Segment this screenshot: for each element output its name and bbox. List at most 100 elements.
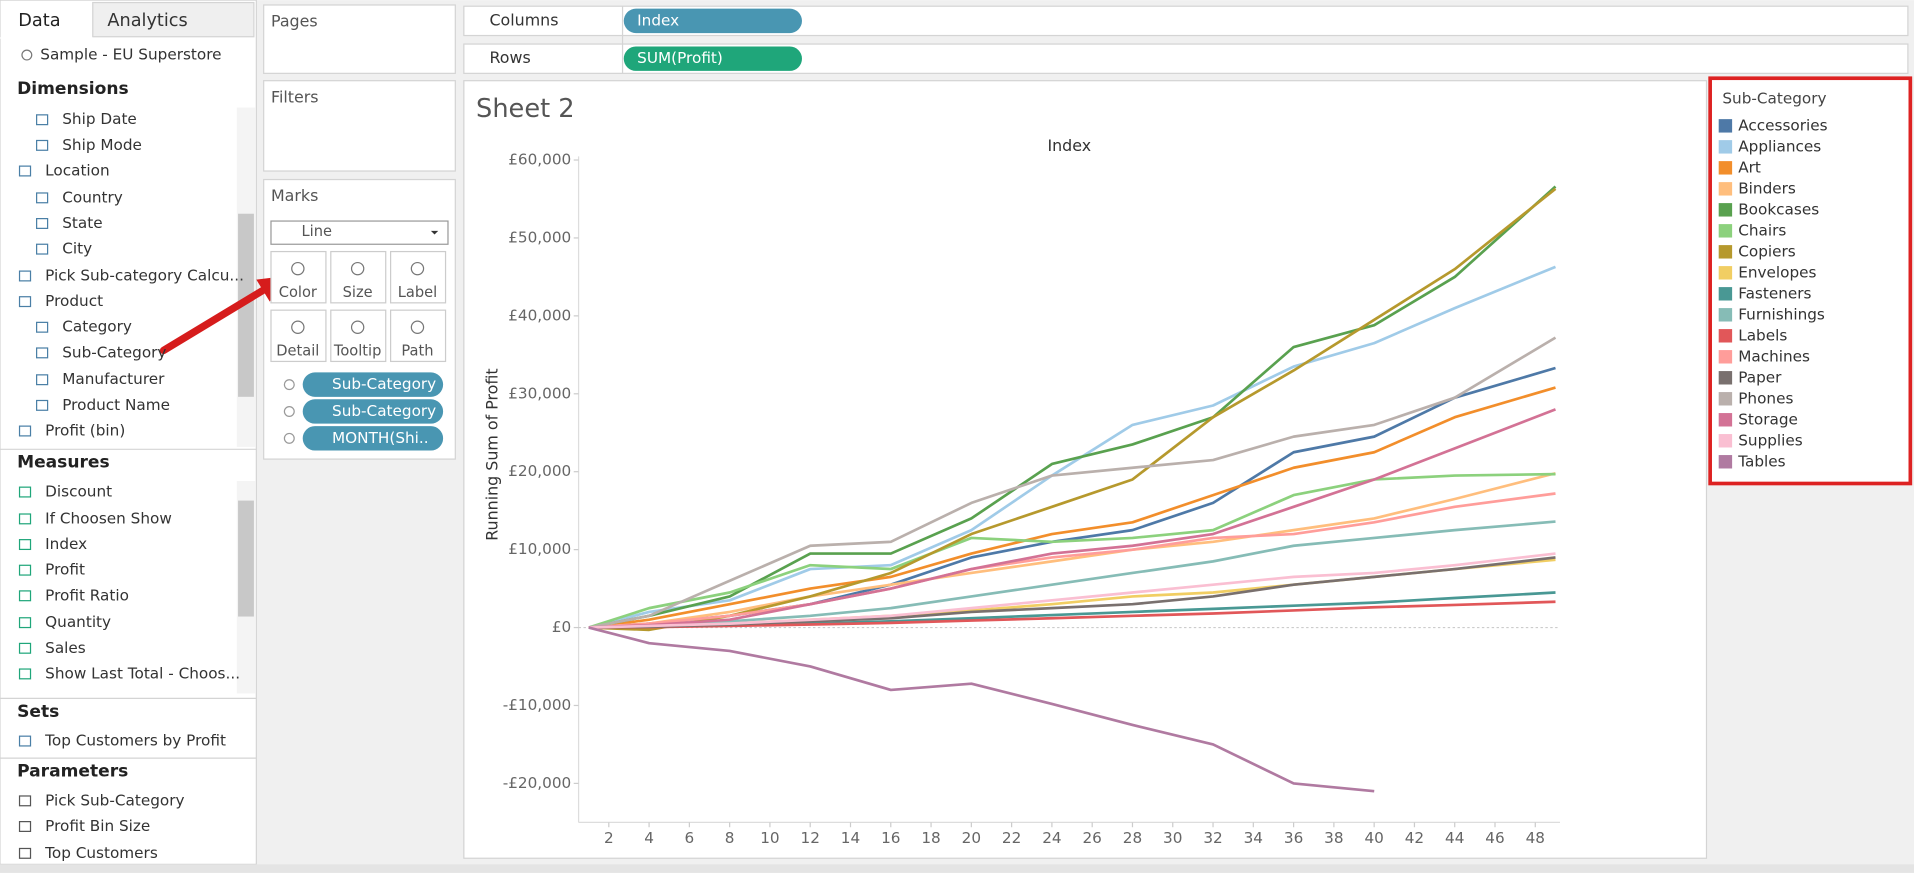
marks-pill[interactable]	[302, 372, 444, 397]
pages-title: Pages	[271, 12, 318, 31]
y-tick-label: £20,000	[508, 462, 571, 480]
field[interactable]: Product	[45, 292, 103, 310]
series-line	[588, 471, 1556, 629]
field[interactable]: Category	[62, 318, 132, 336]
marks-button[interactable]	[270, 250, 327, 304]
legend-label[interactable]: Phones	[1738, 389, 1793, 407]
x-tick-label: 28	[1123, 829, 1142, 847]
field[interactable]: Sub-Category	[62, 343, 166, 361]
dropdown-caret	[430, 230, 439, 235]
marks-button[interactable]	[330, 309, 387, 363]
field[interactable]: Discount	[45, 483, 112, 501]
field[interactable]: Quantity	[45, 613, 111, 631]
field[interactable]: Top Customers	[44, 844, 158, 862]
button-icon	[291, 320, 305, 334]
marks-button[interactable]	[390, 250, 447, 304]
x-tick-label: 20	[962, 829, 981, 847]
field-icon	[18, 296, 32, 308]
x-tick-label: 48	[1526, 829, 1545, 847]
legend-label[interactable]: Storage	[1738, 410, 1798, 428]
analytics-tab[interactable]: Analytics	[107, 11, 187, 31]
filters-card[interactable]	[263, 80, 456, 172]
legend-label[interactable]: Labels	[1738, 326, 1787, 344]
shelf-pill[interactable]	[623, 46, 802, 71]
legend-swatch	[1718, 434, 1733, 448]
marks-button-label[interactable]: Detail	[276, 343, 319, 360]
ui-text: Data Analytics Sample - EU Superstore Dimen…	[17, 8, 802, 862]
marks-pill[interactable]	[302, 399, 444, 424]
field[interactable]: Sales	[45, 639, 86, 657]
field-icon	[36, 139, 49, 151]
x-tick-label: 32	[1203, 829, 1222, 847]
data-tab[interactable]: Data	[18, 11, 60, 31]
field[interactable]: Ship Mode	[62, 136, 142, 154]
marks-button[interactable]	[390, 309, 447, 363]
shelf-pill-text: SUM(Profit)	[637, 49, 723, 67]
scroll-thumb[interactable]	[238, 213, 254, 397]
legend-label[interactable]: Furnishings	[1738, 305, 1825, 323]
field[interactable]: Country	[62, 188, 123, 206]
field[interactable]: Profit (bin)	[45, 422, 125, 440]
view-area	[463, 80, 1708, 859]
legend-title: Sub-Category	[1722, 89, 1826, 107]
scroll-thumb[interactable]	[238, 500, 254, 617]
legend-label[interactable]: Bookcases	[1738, 200, 1819, 218]
marks-button[interactable]	[330, 250, 387, 304]
marks-button-label[interactable]: Color	[279, 284, 318, 301]
legend-label[interactable]: Envelopes	[1738, 263, 1816, 281]
legend-label[interactable]: Art	[1738, 158, 1761, 176]
shelf-pill[interactable]	[623, 8, 802, 34]
field[interactable]: City	[62, 240, 92, 258]
legend-label[interactable]: Machines	[1738, 347, 1810, 365]
legend-label[interactable]: Paper	[1738, 368, 1782, 386]
field[interactable]: Pick Sub-category Calcu...	[45, 266, 244, 284]
mark-type-dropdown[interactable]	[270, 220, 449, 245]
field[interactable]: State	[62, 214, 102, 232]
field[interactable]: Profit	[45, 561, 85, 579]
legend-swatch	[1718, 245, 1733, 259]
legend-label[interactable]: Fasteners	[1738, 284, 1811, 302]
legend-label[interactable]: Appliances	[1738, 137, 1821, 155]
marks-button-label[interactable]: Label	[398, 284, 437, 301]
x-tick-label: 12	[801, 829, 820, 847]
field[interactable]: Location	[45, 162, 110, 180]
data-pane	[0, 0, 257, 865]
y-tick-label: £50,000	[508, 228, 571, 246]
legend-label[interactable]: Binders	[1738, 179, 1796, 197]
field-icon	[18, 564, 32, 576]
analytics-tab-bg[interactable]	[92, 1, 255, 38]
x-tick-label: 34	[1244, 829, 1263, 847]
x-tick-label: 30	[1163, 829, 1182, 847]
legend-label[interactable]: Tables	[1737, 452, 1785, 470]
marks-button-label[interactable]: Path	[401, 343, 433, 360]
mark-type[interactable]: Line	[302, 223, 332, 240]
pill-icon	[283, 432, 295, 444]
field[interactable]: Ship Date	[62, 110, 137, 128]
field[interactable]: Index	[45, 535, 87, 553]
marks-button-label[interactable]: Size	[343, 284, 373, 301]
field[interactable]: Profit Bin Size	[45, 817, 150, 835]
y-tick-label: -£20,000	[503, 774, 572, 792]
field[interactable]: Manufacturer	[62, 370, 165, 388]
field[interactable]: Product Name	[62, 396, 170, 414]
legend-label[interactable]: Copiers	[1738, 242, 1796, 260]
marks-button[interactable]	[270, 309, 327, 363]
legend-swatch	[1718, 329, 1733, 343]
field[interactable]: Profit Ratio	[45, 586, 129, 604]
pill-text: Sub-Category	[332, 375, 436, 393]
legend-label[interactable]: Supplies	[1738, 431, 1803, 449]
marks-button-label[interactable]: Tooltip	[333, 343, 382, 360]
field[interactable]: If Choosen Show	[45, 509, 172, 527]
pages-card[interactable]	[263, 4, 456, 74]
datasource[interactable]: Sample - EU Superstore	[40, 46, 221, 64]
x-tick-label: 8	[725, 829, 735, 847]
field[interactable]: Pick Sub-Category	[45, 791, 184, 809]
series-line	[588, 386, 1556, 629]
legend-label[interactable]: Accessories	[1738, 116, 1827, 134]
field[interactable]: Show Last Total - Choos...	[45, 664, 240, 682]
legend-label[interactable]: Chairs	[1738, 221, 1786, 239]
field[interactable]: Top Customers by Profit	[44, 732, 226, 750]
legend-swatch	[1718, 224, 1733, 238]
marks-pill[interactable]	[302, 426, 444, 451]
legend-swatch	[1718, 119, 1733, 133]
